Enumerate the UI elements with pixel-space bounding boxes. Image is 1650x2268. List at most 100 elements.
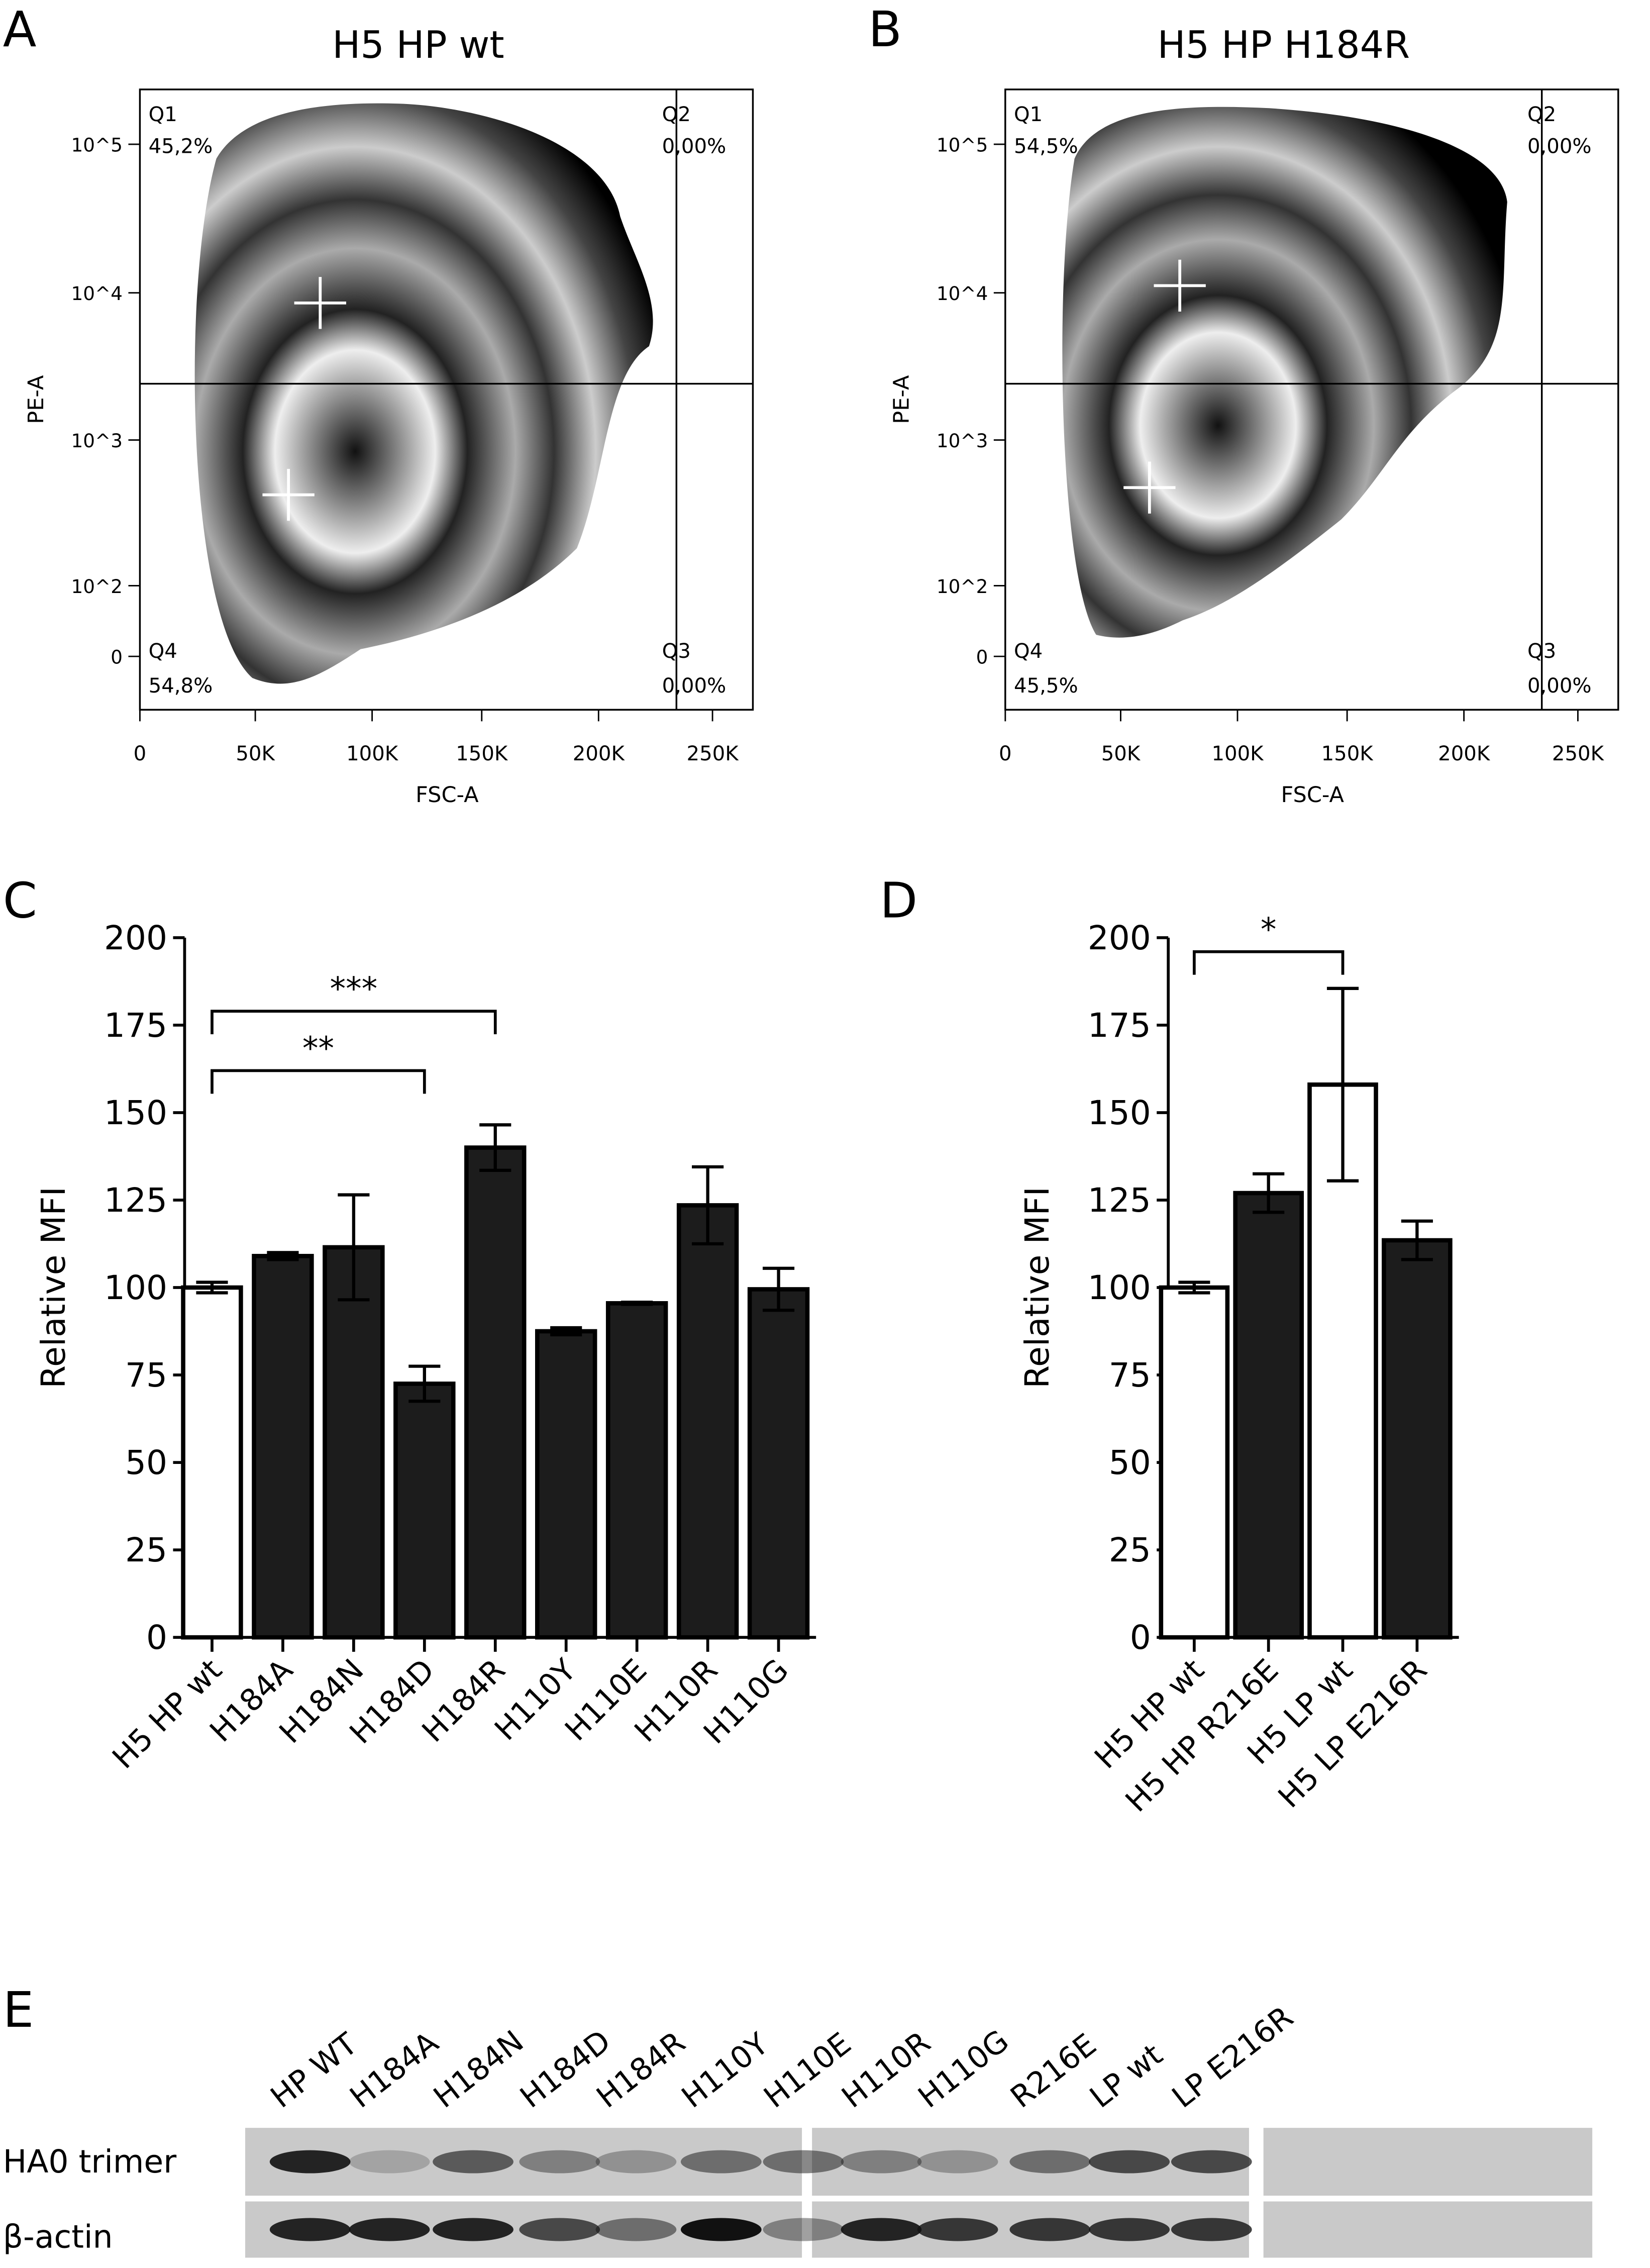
quadrant-label-q1: Q1 <box>1014 103 1043 126</box>
blot-band <box>763 2150 844 2174</box>
quadrant-label-q2: Q2 <box>1527 103 1556 126</box>
y-tick-label: 0 <box>1130 1618 1151 1657</box>
y-tick-label: 200 <box>104 919 167 957</box>
y-tick-label: 25 <box>125 1531 167 1569</box>
y-tick-label: 175 <box>104 1006 167 1045</box>
quadrant-value-q3: 0,00% <box>662 674 727 698</box>
error-bar <box>408 1364 441 1403</box>
y-tick-label: 10^2 <box>937 575 988 598</box>
flow-plot-1: A H5 HP wt Q1 45,2% Q2 0,00% Q3 0,00% Q4 54,8% 0 50… <box>3 1 754 808</box>
error-bar <box>196 1280 228 1295</box>
blot-band <box>1089 2150 1170 2174</box>
blot-band <box>349 2218 430 2241</box>
blot-band <box>841 2218 922 2241</box>
panel-label: E <box>3 1982 34 2039</box>
western-blot: EHP WTH184AH184NH184DH184RH110YH110EH110… <box>3 1982 1593 2258</box>
blot-band <box>917 2218 998 2241</box>
blot-band <box>680 2150 762 2174</box>
y-tick-label: 10^5 <box>937 134 988 156</box>
quadrant-label-q1: Q1 <box>149 103 177 126</box>
significance-label: * <box>1261 911 1277 948</box>
lane-label: H184N <box>427 2024 530 2115</box>
y-tick-label: 0 <box>976 646 988 668</box>
blot-band <box>433 2218 513 2241</box>
x-tick-label: 100K <box>1211 742 1264 765</box>
y-tick-label: 0 <box>111 646 123 668</box>
error-bar <box>1253 1172 1285 1214</box>
y-tick-label: 200 <box>1088 919 1151 957</box>
y-tick-label: 0 <box>146 1618 167 1657</box>
significance-bracket <box>211 1069 426 1094</box>
blot-band <box>841 2150 922 2174</box>
y-axis-label: Relative MFI <box>34 1187 73 1389</box>
blot-band <box>1171 2218 1252 2241</box>
y-tick-label: 10^4 <box>71 282 123 305</box>
quadrant-label-q3: Q3 <box>662 640 691 663</box>
quadrant-label-q2: Q2 <box>662 103 691 126</box>
bar <box>464 1145 527 1640</box>
quadrant-value-q4: 54,8% <box>149 674 213 698</box>
error-bar <box>621 1301 653 1306</box>
blot-band <box>519 2218 600 2241</box>
flow-title: H5 HP wt <box>332 23 504 67</box>
panel-label: C <box>3 872 37 930</box>
error-bar <box>1401 1219 1433 1261</box>
x-tick-label: 50K <box>1101 742 1141 765</box>
blot-band <box>269 2150 351 2174</box>
quadrant-value-q4: 45,5% <box>1014 674 1078 698</box>
x-tick-label: 0 <box>999 742 1012 765</box>
blot-band <box>269 2218 351 2241</box>
bar <box>535 1329 597 1640</box>
y-axis-label: PE-A <box>889 375 914 424</box>
density-contour <box>1062 107 1507 638</box>
y-tick-label: 150 <box>1088 1094 1151 1132</box>
y-tick-label: 10^3 <box>71 430 123 452</box>
y-tick-label: 75 <box>1109 1356 1151 1395</box>
row-label-beta-actin: β-actin <box>3 2218 113 2255</box>
quadrant-value-q2: 0,00% <box>662 135 727 158</box>
significance-label: ** <box>302 1029 334 1066</box>
bar <box>323 1245 385 1640</box>
significance-bracket <box>211 1010 497 1035</box>
x-axis-label: FSC-A <box>416 782 479 808</box>
error-bar <box>1326 987 1359 1182</box>
error-bar <box>550 1326 582 1337</box>
quadrant-label-q4: Q4 <box>1014 640 1043 663</box>
x-tick-label: 50K <box>236 742 275 765</box>
blot-band <box>763 2218 844 2241</box>
lane-label: HP WT <box>264 2026 364 2115</box>
bar <box>393 1382 456 1640</box>
significance-bracket <box>1192 950 1345 975</box>
lane-label: R216E <box>1004 2027 1103 2115</box>
y-tick-label: 125 <box>1088 1181 1151 1220</box>
blot-band <box>917 2150 998 2174</box>
y-axis-label: PE-A <box>24 375 49 424</box>
quadrant-value-q1: 54,5% <box>1014 135 1078 158</box>
quadrant-value-q1: 45,2% <box>149 135 213 158</box>
lane-label: LP E216R <box>1166 2000 1300 2115</box>
x-tick-label: 100K <box>346 742 399 765</box>
centroid-cross <box>1123 461 1176 514</box>
x-tick-label: 250K <box>687 742 740 765</box>
error-bar <box>762 1266 795 1312</box>
y-tick-label: 125 <box>104 1181 167 1220</box>
blot-band <box>519 2150 600 2174</box>
bar <box>1233 1191 1304 1640</box>
centroid-cross <box>262 468 315 521</box>
bar <box>747 1287 810 1640</box>
y-tick-label: 175 <box>1088 1006 1151 1045</box>
quadrant-value-q3: 0,00% <box>1527 674 1592 698</box>
lane-label: H110G <box>912 2023 1015 2115</box>
blot-band <box>680 2218 762 2241</box>
bar <box>1159 1285 1230 1640</box>
y-tick-label: 10^3 <box>937 430 988 452</box>
y-axis-label: Relative MFI <box>1018 1187 1057 1389</box>
blot-band <box>1171 2150 1252 2174</box>
centroid-cross <box>1154 259 1206 312</box>
blot-band <box>595 2150 677 2174</box>
panel-label: D <box>880 872 917 930</box>
blot-band <box>349 2150 430 2174</box>
y-tick-label: 75 <box>125 1356 167 1395</box>
bar <box>252 1254 314 1640</box>
